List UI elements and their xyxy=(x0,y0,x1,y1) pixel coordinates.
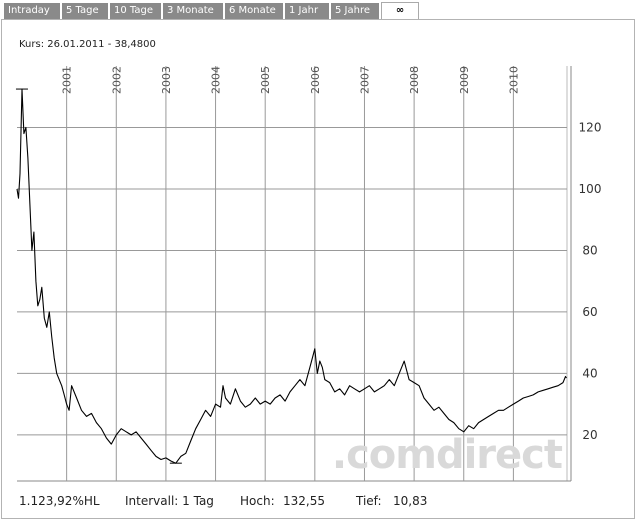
y-tick-label: 100 xyxy=(579,182,602,196)
x-tick-label: 2002 xyxy=(110,66,123,94)
series-line-1 xyxy=(16,88,567,464)
tab-8[interactable]: ∞ xyxy=(381,2,419,20)
x-tick-label: 2010 xyxy=(507,66,520,94)
tab-2[interactable]: 5 Tage xyxy=(62,3,109,20)
tab-4[interactable]: 3 Monate xyxy=(163,3,224,20)
y-tick-label: 80 xyxy=(582,243,597,257)
y-tick-label: 60 xyxy=(582,305,597,319)
interval-label: Intervall: 1 Tag xyxy=(125,494,214,508)
x-tick-label: 2006 xyxy=(309,66,322,94)
high-label: Hoch: xyxy=(240,494,275,508)
kurs-label: Kurs: 26.01.2011 - 38,4800 xyxy=(19,39,156,50)
period-tabs: Intraday 5 Tage 10 Tage 3 Monate 6 Monate 1 J… xyxy=(0,0,643,20)
y-tick-label: 40 xyxy=(582,366,597,380)
low-value: 10,83 xyxy=(393,494,428,508)
low-label: Tief: xyxy=(356,494,382,508)
high-value: 132,55 xyxy=(283,494,325,508)
comdirect-watermark: .comdirect xyxy=(332,432,563,478)
x-tick-label: 2003 xyxy=(160,66,173,94)
tab-3[interactable]: 10 Tage xyxy=(110,3,162,20)
y-tick-label: 20 xyxy=(582,428,597,442)
x-tick-label: 2001 xyxy=(61,66,74,94)
x-tick-label: 2005 xyxy=(259,66,272,94)
tab-6[interactable]: 1 Jahr xyxy=(285,3,330,20)
x-tick-label: 2008 xyxy=(408,66,421,94)
x-tick-label: 2007 xyxy=(358,66,371,94)
tab-7[interactable]: 5 Jahre xyxy=(331,3,380,20)
tab-1[interactable]: Intraday xyxy=(4,3,61,20)
x-tick-label: 2009 xyxy=(458,66,471,94)
x-tick-label: 2004 xyxy=(210,66,223,94)
tab-5[interactable]: 6 Monate xyxy=(225,3,284,20)
chart-panel xyxy=(1,19,635,519)
change-percent: 1.123,92%HL xyxy=(19,494,100,508)
y-tick-label: 120 xyxy=(579,120,602,134)
